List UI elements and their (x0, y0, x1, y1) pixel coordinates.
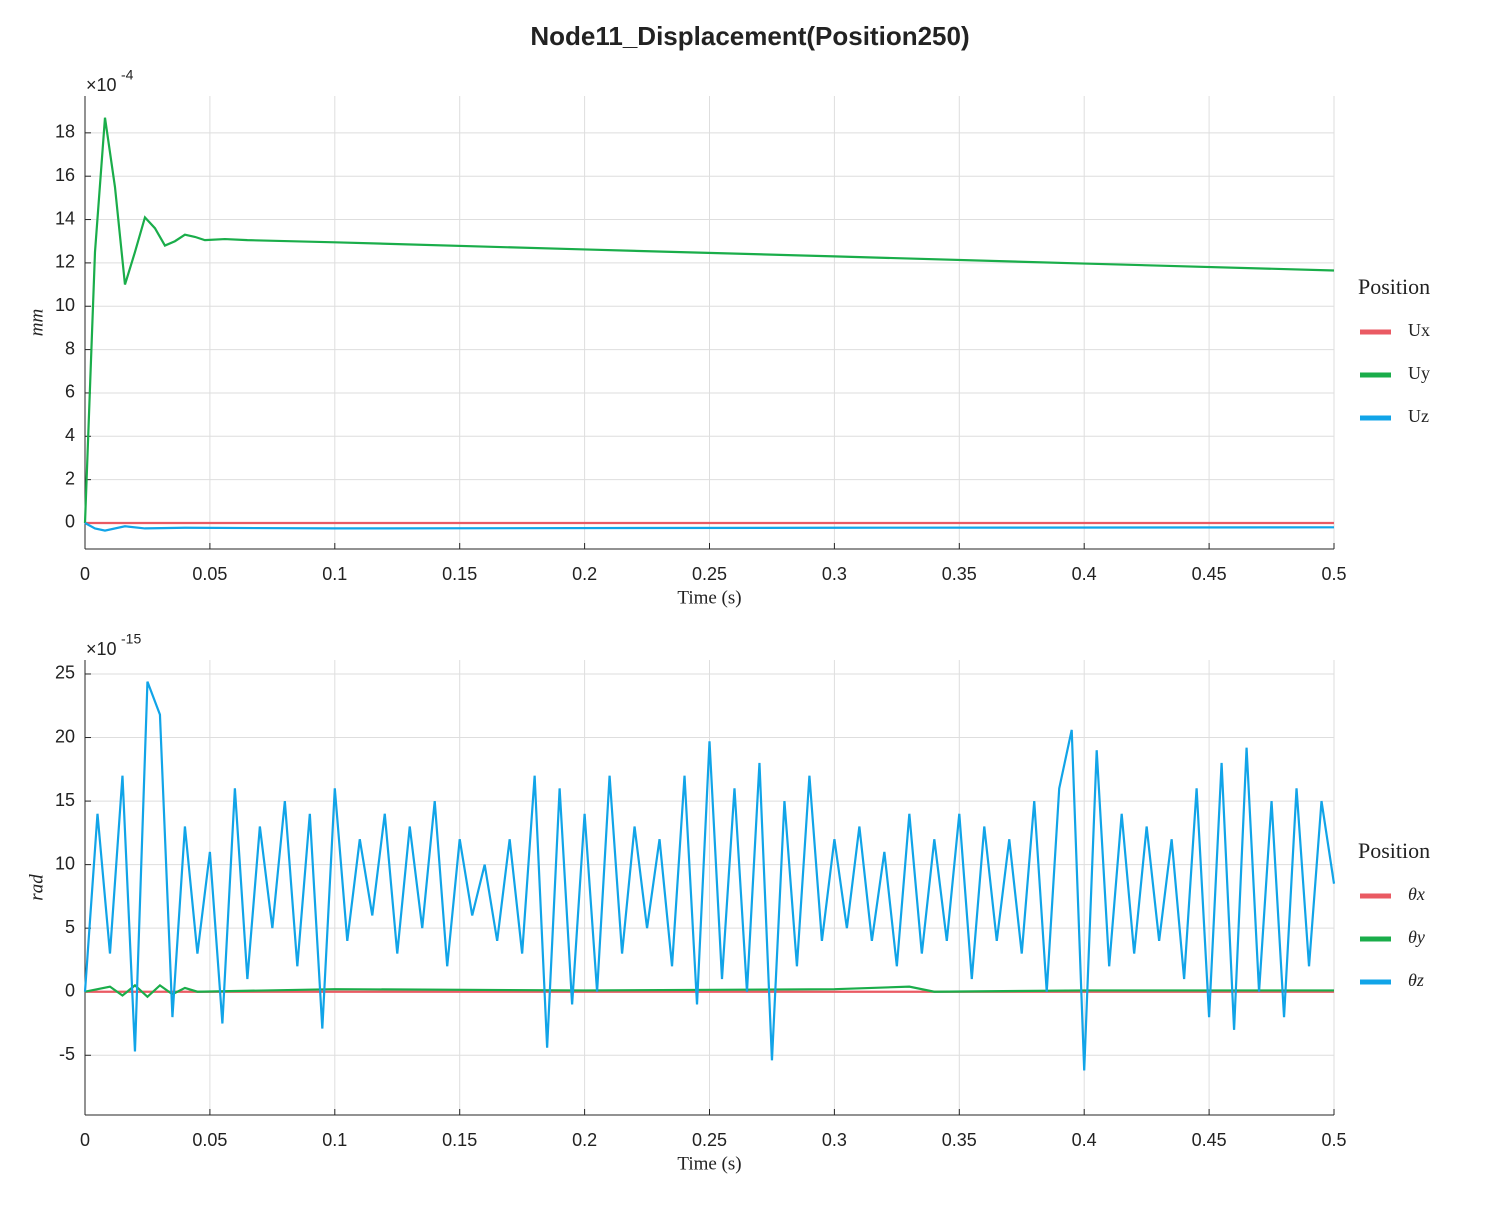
y-tick-label: 25 (55, 663, 75, 683)
y-tick-label: 8 (65, 338, 75, 358)
y-multiplier: ×10 (86, 639, 117, 659)
y-tick-label: 0 (65, 980, 75, 1000)
legend-label: Ux (1408, 320, 1430, 340)
series-line (83, 117, 1335, 524)
figure-title: Node11_Displacement(Position250) (530, 21, 969, 51)
legend-title: Position (1358, 838, 1430, 863)
y-tick-label: 0 (65, 512, 75, 532)
legend-label: θy (1408, 927, 1425, 947)
y-multiplier: ×10 (86, 75, 117, 95)
x-tick-label: 0.25 (692, 564, 727, 584)
x-tick-label: 0 (80, 1130, 90, 1150)
y-axis-label: mm (26, 309, 47, 336)
x-tick-label: 0.1 (322, 564, 347, 584)
y-exponent: -4 (121, 67, 134, 83)
legend-label: θz (1408, 970, 1424, 990)
y-tick-label: 10 (55, 853, 75, 873)
x-tick-label: 0.15 (442, 564, 477, 584)
y-tick-label: 18 (55, 122, 75, 142)
y-tick-label: 12 (55, 252, 75, 272)
x-tick-label: 0 (80, 564, 90, 584)
x-tick-label: 0.15 (442, 1130, 477, 1150)
y-tick-label: 4 (65, 425, 75, 445)
x-tick-label: 0.25 (692, 1130, 727, 1150)
x-tick-label: 0.3 (822, 1130, 847, 1150)
y-tick-label: 16 (55, 165, 75, 185)
y-tick-label: 14 (55, 208, 75, 228)
x-tick-label: 0.45 (1192, 564, 1227, 584)
x-tick-label: 0.05 (192, 1130, 227, 1150)
x-tick-label: 0.4 (1072, 564, 1097, 584)
legend-label: Uy (1408, 363, 1430, 383)
x-tick-label: 0.5 (1321, 1130, 1346, 1150)
x-tick-label: 0.45 (1192, 1130, 1227, 1150)
y-tick-label: -5 (59, 1044, 75, 1064)
legend-title: Position (1358, 274, 1430, 299)
x-tick-label: 0.2 (572, 564, 597, 584)
x-axis-label: Time (s) (677, 587, 741, 608)
legend-label: θx (1408, 884, 1425, 904)
series-line (83, 681, 1336, 1071)
x-tick-label: 0.5 (1321, 564, 1346, 584)
y-axis-label: rad (26, 874, 47, 901)
y-tick-label: 20 (55, 726, 75, 746)
y-tick-label: 10 (55, 295, 75, 315)
series-line (84, 983, 1334, 999)
x-tick-label: 0.3 (822, 564, 847, 584)
y-tick-label: 5 (65, 917, 75, 937)
legend-label: Uz (1408, 406, 1429, 426)
x-tick-label: 0.4 (1072, 1130, 1097, 1150)
y-exponent: -15 (121, 631, 141, 647)
series-line (84, 522, 1335, 532)
x-tick-label: 0.05 (192, 564, 227, 584)
y-tick-label: 15 (55, 790, 75, 810)
x-tick-label: 0.35 (942, 1130, 977, 1150)
x-tick-label: 0.35 (942, 564, 977, 584)
x-axis-label: Time (s) (677, 1153, 741, 1174)
y-tick-label: 2 (65, 468, 75, 488)
y-tick-label: 6 (65, 382, 75, 402)
x-tick-label: 0.1 (322, 1130, 347, 1150)
x-tick-label: 0.2 (572, 1130, 597, 1150)
